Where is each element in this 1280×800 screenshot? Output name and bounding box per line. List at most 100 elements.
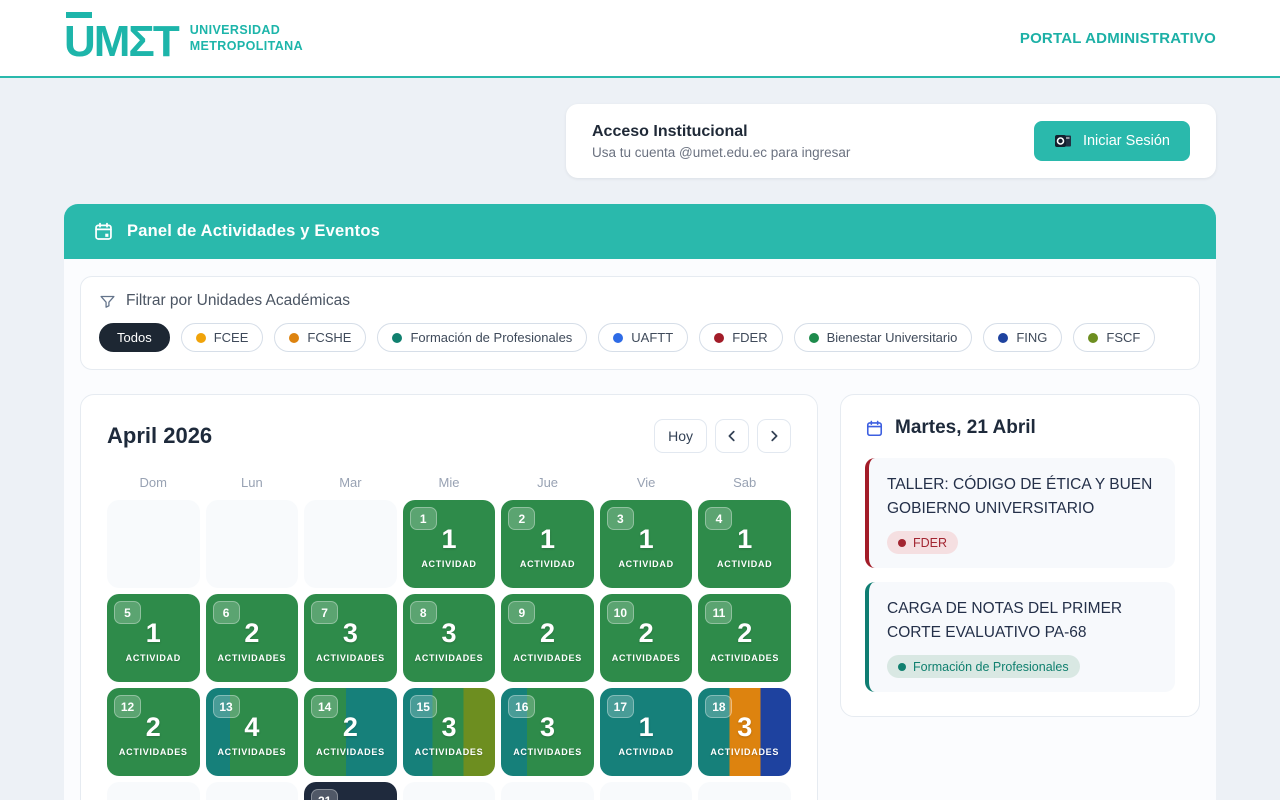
event-unit-label: Formación de Profesionales <box>913 659 1069 674</box>
activity-count-label: ACTIVIDAD <box>125 652 181 663</box>
umet-logo: UMΣT UNIVERSIDAD METROPOLITANA <box>64 12 303 64</box>
filter-chips: Todos FCEE FCSHE Formación de Profesionales… <box>99 323 1181 352</box>
activity-count-label: ACTIVIDADES <box>513 746 582 757</box>
calendar-day-5[interactable]: 5 1 ACTIVIDAD <box>107 594 200 682</box>
calendar-day-17[interactable]: 17 1 ACTIVIDAD <box>599 688 693 776</box>
today-button[interactable]: Hoy <box>654 419 707 453</box>
activity-count: 3 <box>342 618 358 648</box>
calendar-day-12[interactable]: 12 2 ACTIVIDADES <box>107 688 200 776</box>
filter-chip-label: FCSHE <box>307 330 352 345</box>
brand-line-2: METROPOLITANA <box>189 39 304 53</box>
activity-count-label: ACTIVIDADES <box>217 652 287 663</box>
calendar-day-10[interactable]: 10 2 ACTIVIDADES <box>599 594 693 682</box>
day-number-badge: 5 <box>114 601 141 624</box>
prev-month-button[interactable] <box>715 419 749 453</box>
day-number-badge: 9 <box>508 601 536 624</box>
logo-macron-bar <box>66 12 92 18</box>
filter-chip-bienestar-universitario[interactable]: Bienestar Universitario <box>793 323 973 352</box>
weekday-label-mie: Mie <box>438 475 460 490</box>
day-number-badge: 17 <box>606 695 634 718</box>
panel-title: Panel de Actividades y Eventos <box>127 222 380 240</box>
event-unit-badge: FDER <box>887 531 959 555</box>
activity-count-label: ACTIVIDADES <box>513 652 582 663</box>
calendar-cell-empty <box>205 782 299 800</box>
logo-text: UMΣT <box>64 17 180 66</box>
chevron-left-icon <box>725 429 739 443</box>
calendar-icon <box>93 221 114 242</box>
calendar-day-13[interactable]: 13 4 ACTIVIDADES <box>205 688 299 776</box>
calendar-day-7[interactable]: 7 3 ACTIVIDADES <box>304 594 397 682</box>
calendar-cell-empty <box>402 782 496 800</box>
chevron-right-icon <box>767 429 781 443</box>
calendar-day-9[interactable]: 9 2 ACTIVIDADES <box>501 594 594 682</box>
activity-count-label: ACTIVIDADES <box>414 652 484 663</box>
day-number-badge: 13 <box>212 695 240 718</box>
weekday-label-dom: Dom <box>139 475 167 490</box>
filter-chip-fing[interactable]: FING <box>983 323 1063 352</box>
outlook-icon <box>1054 132 1072 150</box>
access-title: Acceso Institucional <box>592 122 748 140</box>
activity-count-label: ACTIVIDAD <box>421 558 477 569</box>
calendar-day-18[interactable]: 18 3 ACTIVIDADES <box>698 688 791 776</box>
weekday-label-jue: Jue <box>537 475 559 490</box>
calendar-day-16[interactable]: 16 3 ACTIVIDADES <box>501 688 594 776</box>
activities-panel: Panel de Actividades y Eventos Filtrar p… <box>64 204 1216 800</box>
activity-count-label: ACTIVIDADES <box>118 746 188 757</box>
activity-count: 2 <box>244 618 260 648</box>
activity-count: 2 <box>145 712 161 742</box>
day-number-badge: 8 <box>409 601 437 624</box>
calendar-header: April 2026 Hoy <box>107 419 791 453</box>
selected-date-label: Martes, 21 Abril <box>895 417 1036 438</box>
unit-color-dot <box>898 662 906 671</box>
calendar-cell-empty <box>107 782 200 800</box>
calendar-day-2[interactable]: 2 1 ACTIVIDAD <box>501 500 594 588</box>
activity-count: 1 <box>145 618 161 648</box>
calendar-day-11[interactable]: 11 2 ACTIVIDADES <box>698 594 791 682</box>
activity-count: 3 <box>737 712 753 742</box>
calendar-day-21[interactable]: 212ACTIVIDADES <box>304 782 397 800</box>
calendar-day-4[interactable]: 4 1 ACTIVIDAD <box>698 500 791 588</box>
umet-logo-word: UMΣT <box>64 12 180 66</box>
brand-line-1: UNIVERSIDAD <box>189 22 281 37</box>
filter-chip-formacion-de-profesionales[interactable]: Formación de Profesionales <box>377 323 588 352</box>
institutional-access-card: Acceso Institucional Usa tu cuenta @umet… <box>566 104 1216 178</box>
day-number-badge: 1 <box>409 507 437 530</box>
day-number-badge: 11 <box>705 601 733 624</box>
weekday-label-vie: Vie <box>636 475 656 490</box>
login-button[interactable]: Iniciar Sesión <box>1033 121 1190 161</box>
calendar-day-3[interactable]: 3 1 ACTIVIDAD <box>599 500 693 588</box>
calendar-cell-empty <box>501 782 594 800</box>
calendar-day-6[interactable]: 6 2 ACTIVIDADES <box>205 594 299 682</box>
activity-count: 1 <box>441 524 457 554</box>
filter-chip-fscf[interactable]: FSCF <box>1073 323 1156 352</box>
panel-banner: Panel de Actividades y Eventos <box>64 204 1216 259</box>
event-card[interactable]: TALLER: CÓDIGO DE ÉTICA Y BUEN GOBIERNO … <box>865 458 1175 569</box>
content-row: April 2026 Hoy <box>80 394 1200 800</box>
calendar-day-8[interactable]: 8 3 ACTIVIDADES <box>402 594 496 682</box>
day-detail-card: Martes, 21 Abril TALLER: CÓDIGO DE ÉTICA… <box>840 394 1200 718</box>
calendar-day-14[interactable]: 14 2 ACTIVIDADES <box>304 688 397 776</box>
calendar-cell-empty <box>205 500 299 588</box>
activity-count: 1 <box>638 712 654 742</box>
day-number-badge: 18 <box>705 695 733 718</box>
filter-chip-fder[interactable]: FDER <box>699 323 783 352</box>
filter-chip-fcshe[interactable]: FCSHE <box>274 323 367 352</box>
filter-chip-todos[interactable]: Todos <box>99 323 170 352</box>
calendar-day-15[interactable]: 15 3 ACTIVIDADES <box>402 688 496 776</box>
calendar-controls: Hoy <box>654 419 791 453</box>
next-month-button[interactable] <box>757 419 791 453</box>
day-number-badge: 21 <box>311 789 339 800</box>
filter-chip-label: Bienestar Universitario <box>826 330 958 345</box>
filter-chip-fcee[interactable]: FCEE <box>180 323 264 352</box>
activity-count-label: ACTIVIDADES <box>710 746 780 757</box>
calendar-day-1[interactable]: 1 1 ACTIVIDAD <box>402 500 496 588</box>
panel-body: Filtrar por Unidades Académicas Todos FCE… <box>64 259 1216 800</box>
calendar-cell-empty <box>304 500 397 588</box>
event-card[interactable]: CARGA DE NOTAS DEL PRIMER CORTE EVALUATI… <box>865 582 1175 693</box>
activity-count-label: ACTIVIDAD <box>618 746 674 757</box>
activity-count-label: ACTIVIDAD <box>519 558 576 569</box>
unit-color-dot <box>808 332 819 343</box>
filter-chip-uaftt[interactable]: UAFTT <box>598 323 689 352</box>
activity-count-label: ACTIVIDADES <box>611 652 681 663</box>
activity-count: 1 <box>737 524 753 554</box>
